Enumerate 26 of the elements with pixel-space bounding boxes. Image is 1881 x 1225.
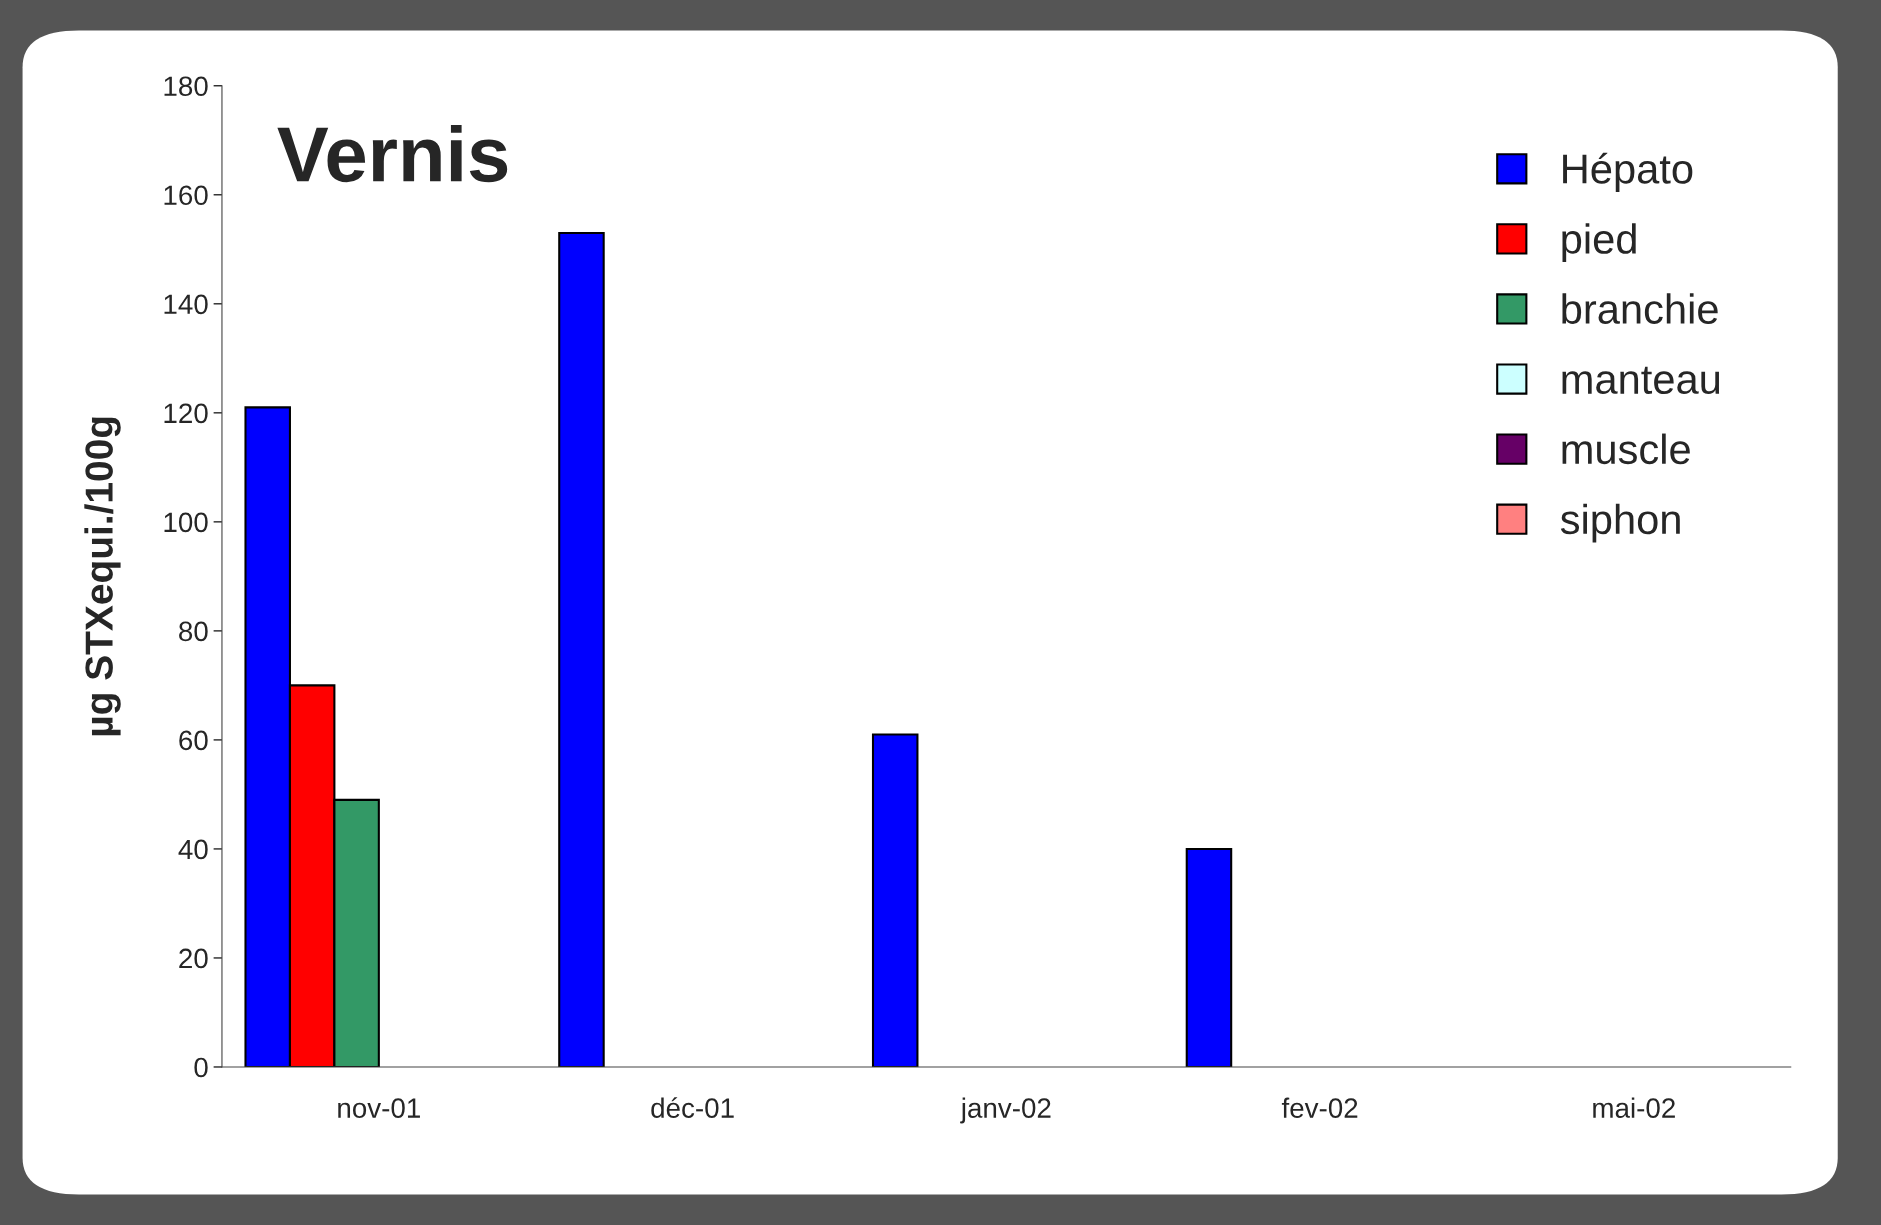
legend-label: Hépato <box>1563 152 1693 193</box>
chart-title: Vernis <box>277 125 508 183</box>
y-tick-label: 20 <box>179 948 208 969</box>
x-tick-label: mai-02 <box>1593 1097 1675 1118</box>
y-tick-label: 120 <box>164 403 208 424</box>
bar <box>871 733 919 1067</box>
y-tick-label: 80 <box>179 621 208 642</box>
bar <box>1185 847 1233 1067</box>
y-tick-label: 0 <box>194 1057 208 1078</box>
y-tick-label: 160 <box>164 185 208 206</box>
y-tick-label: 60 <box>179 730 208 751</box>
x-tick-label: nov-01 <box>338 1098 420 1118</box>
y-axis-title: µg STXequi./100g <box>84 417 121 736</box>
legend-label: branchie <box>1562 293 1718 324</box>
bar <box>558 231 605 1067</box>
legend-label: siphon <box>1560 503 1680 543</box>
y-tick-label: 140 <box>164 294 208 315</box>
y-tick-label: 100 <box>164 512 208 533</box>
x-tick-label: fev-02 <box>1281 1097 1358 1118</box>
x-tick-label: janv-02 <box>960 1097 1051 1124</box>
legend-label: muscle <box>1562 433 1690 465</box>
legend-label: manteau <box>1562 366 1720 395</box>
legend-label: pied <box>1562 223 1636 263</box>
x-tick-label: déc-01 <box>651 1097 734 1118</box>
y-tick-label: 40 <box>178 839 208 860</box>
y-tick-label: 180 <box>164 76 208 97</box>
